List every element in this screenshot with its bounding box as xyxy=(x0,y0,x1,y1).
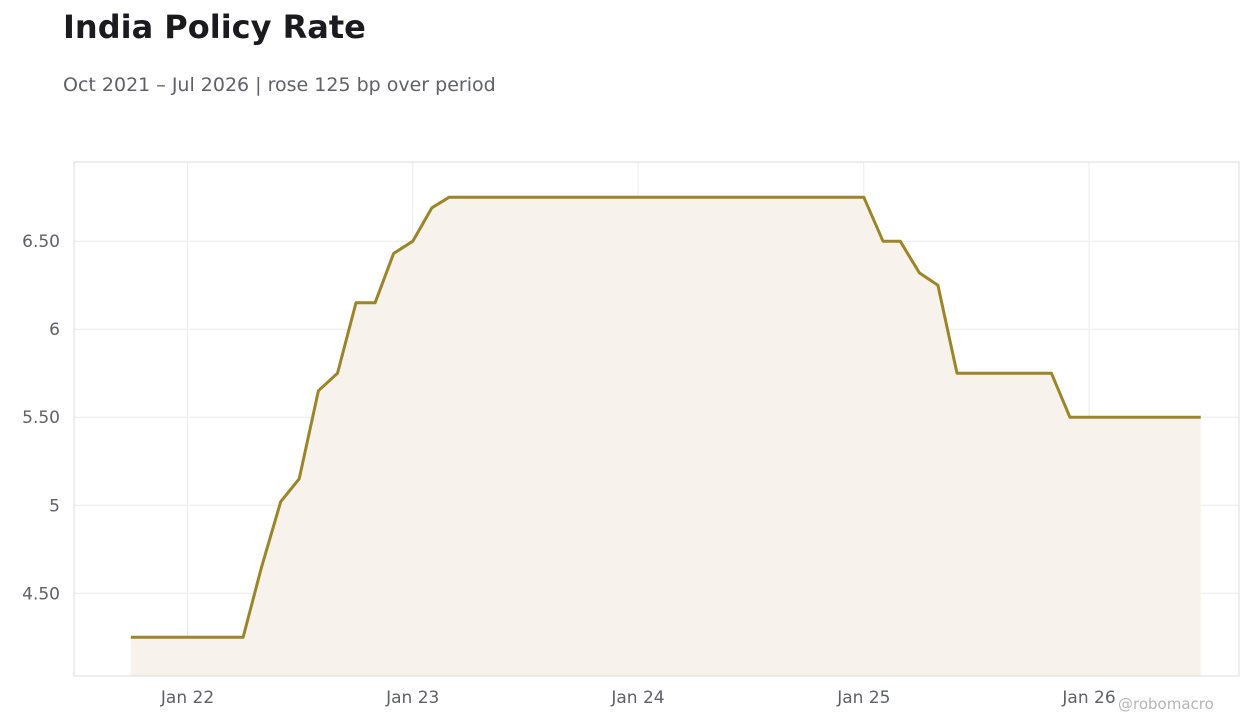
plot-frame xyxy=(73,161,1240,677)
x-tick-label: Jan 22 xyxy=(160,688,214,708)
y-tick-label: 6.50 xyxy=(22,232,60,252)
y-axis-tick-labels: 4.50 5 5.50 6 6.50 xyxy=(22,232,60,604)
y-tick-label: 5.50 xyxy=(22,408,60,428)
chart-title: India Policy Rate xyxy=(63,8,366,46)
x-tick-label: Jan 24 xyxy=(610,688,664,708)
x-tick-label: Jan 25 xyxy=(836,688,890,708)
x-axis-tick-labels: Jan 22 Jan 23 Jan 24 Jan 25 Jan 26 xyxy=(160,688,1116,708)
y-tick-label: 4.50 xyxy=(22,584,60,604)
x-tick-label: Jan 26 xyxy=(1061,688,1115,708)
watermark: @robomacro xyxy=(1118,695,1214,713)
y-tick-label: 6 xyxy=(49,320,60,340)
series-line xyxy=(130,195,1201,639)
chart-subtitle: Oct 2021 – Jul 2026 | rose 125 bp over p… xyxy=(63,74,496,96)
series-area-fill xyxy=(130,197,1201,676)
x-tick-label: Jan 23 xyxy=(385,688,439,708)
y-tick-label: 5 xyxy=(49,496,60,516)
